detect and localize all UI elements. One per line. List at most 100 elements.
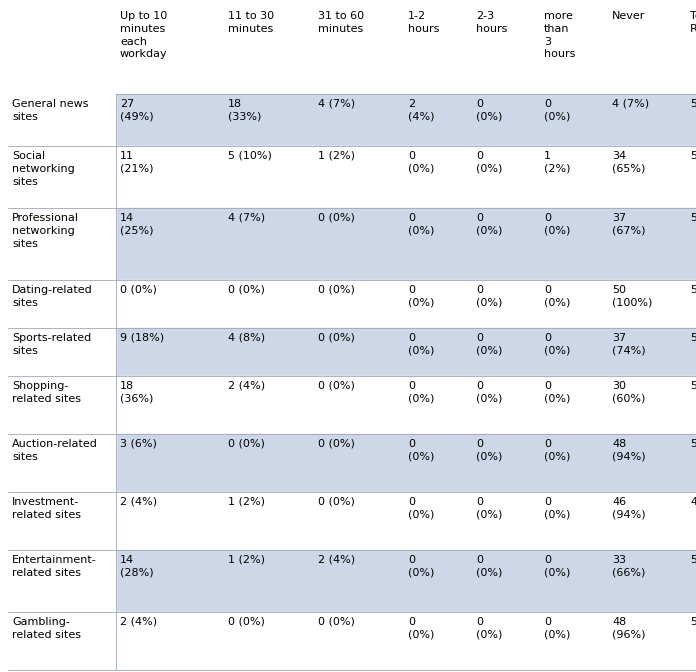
Text: 0 (0%): 0 (0%) [318,617,355,627]
Text: 51: 51 [690,439,696,449]
Text: 0
(0%): 0 (0%) [544,439,571,462]
Bar [8,434,116,492]
Text: 0
(0%): 0 (0%) [476,213,503,236]
Text: 2 (4%): 2 (4%) [318,555,355,565]
Text: 2-3
hours: 2-3 hours [476,11,507,34]
Text: 50: 50 [690,617,696,627]
Text: 2
(4%): 2 (4%) [408,99,434,122]
Text: 1-2
hours: 1-2 hours [408,11,439,34]
Text: Entertainment-
related sites: Entertainment- related sites [12,555,97,578]
Text: 0
(0%): 0 (0%) [544,617,571,640]
Text: 0
(0%): 0 (0%) [408,439,434,462]
Text: 30
(60%): 30 (60%) [612,381,645,404]
Text: 2 (4%): 2 (4%) [228,381,265,391]
Text: 0
(0%): 0 (0%) [408,285,434,308]
Text: 0
(0%): 0 (0%) [476,285,503,308]
Text: 4 (7%): 4 (7%) [318,99,355,109]
Text: 0
(0%): 0 (0%) [544,333,571,355]
Text: 50: 50 [690,381,696,391]
Text: 55: 55 [690,99,696,109]
Bar [116,208,696,280]
Text: 0
(0%): 0 (0%) [476,333,503,355]
Text: 9 (18%): 9 (18%) [120,333,164,343]
Bar [8,376,116,434]
Text: 0 (0%): 0 (0%) [228,285,265,295]
Bar [116,492,696,550]
Text: 18
(33%): 18 (33%) [228,99,262,122]
Bar [8,208,116,280]
Text: 0
(0%): 0 (0%) [476,99,503,122]
Bar [116,6,696,94]
Text: 34
(65%): 34 (65%) [612,151,645,174]
Text: 0
(0%): 0 (0%) [408,617,434,640]
Text: 4 (7%): 4 (7%) [612,99,649,109]
Text: 3 (6%): 3 (6%) [120,439,157,449]
Bar [8,612,116,670]
Text: 0 (0%): 0 (0%) [318,497,355,507]
Bar [116,328,696,376]
Text: 1
(2%): 1 (2%) [544,151,571,174]
Text: 11 to 30
minutes: 11 to 30 minutes [228,11,274,34]
Bar [116,612,696,670]
Bar [116,280,696,328]
Text: 1 (2%): 1 (2%) [318,151,355,161]
Text: 14
(25%): 14 (25%) [120,213,154,236]
Text: 0
(0%): 0 (0%) [476,617,503,640]
Text: 0 (0%): 0 (0%) [228,617,265,627]
Text: 18
(36%): 18 (36%) [120,381,153,404]
Bar [8,146,116,208]
Text: 0
(0%): 0 (0%) [544,285,571,308]
Text: Social
networking
sites: Social networking sites [12,151,74,187]
Text: 0
(0%): 0 (0%) [408,333,434,355]
Text: 0
(0%): 0 (0%) [408,151,434,174]
Bar [116,376,696,434]
Text: 2 (4%): 2 (4%) [120,617,157,627]
Text: 0
(0%): 0 (0%) [476,497,503,520]
Text: 52: 52 [690,151,696,161]
Bar [8,492,116,550]
Bar [8,280,116,328]
Text: Never: Never [612,11,645,21]
Text: 0 (0%): 0 (0%) [318,285,355,295]
Text: 37
(67%): 37 (67%) [612,213,645,236]
Text: Shopping-
related sites: Shopping- related sites [12,381,81,404]
Text: 0
(0%): 0 (0%) [476,151,503,174]
Bar [8,328,116,376]
Text: 2 (4%): 2 (4%) [120,497,157,507]
Text: 49: 49 [690,497,696,507]
Bar [116,550,696,612]
Text: Professional
networking
sites: Professional networking sites [12,213,79,249]
Text: 0
(0%): 0 (0%) [544,381,571,404]
Text: 46
(94%): 46 (94%) [612,497,646,520]
Text: 0 (0%): 0 (0%) [318,381,355,391]
Text: 0
(0%): 0 (0%) [476,555,503,578]
Text: 50: 50 [690,285,696,295]
Text: 0
(0%): 0 (0%) [544,555,571,578]
Text: Up to 10
minutes
each
workday: Up to 10 minutes each workday [120,11,168,59]
Text: 31 to 60
minutes: 31 to 60 minutes [318,11,364,34]
Text: 0 (0%): 0 (0%) [318,439,355,449]
Text: Auction-related
sites: Auction-related sites [12,439,98,462]
Text: 14
(28%): 14 (28%) [120,555,154,578]
Text: 0 (0%): 0 (0%) [120,285,157,295]
Text: 0
(0%): 0 (0%) [476,381,503,404]
Text: more
than
3
hours: more than 3 hours [544,11,576,59]
Text: 48
(94%): 48 (94%) [612,439,646,462]
Text: 48
(96%): 48 (96%) [612,617,645,640]
Bar [116,146,696,208]
Text: 50
(100%): 50 (100%) [612,285,652,308]
Text: 50: 50 [690,333,696,343]
Text: 4 (7%): 4 (7%) [228,213,265,223]
Text: 0
(0%): 0 (0%) [544,497,571,520]
Text: 0
(0%): 0 (0%) [408,497,434,520]
Text: Sports-related
sites: Sports-related sites [12,333,91,355]
Text: 0 (0%): 0 (0%) [228,439,265,449]
Text: 0
(0%): 0 (0%) [408,213,434,236]
Text: 1 (2%): 1 (2%) [228,555,265,565]
Text: Total
Responses: Total Responses [690,11,696,34]
Text: 5 (10%): 5 (10%) [228,151,272,161]
Bar [8,94,116,146]
Bar [116,94,696,146]
Text: 11
(21%): 11 (21%) [120,151,154,174]
Text: Gambling-
related sites: Gambling- related sites [12,617,81,640]
